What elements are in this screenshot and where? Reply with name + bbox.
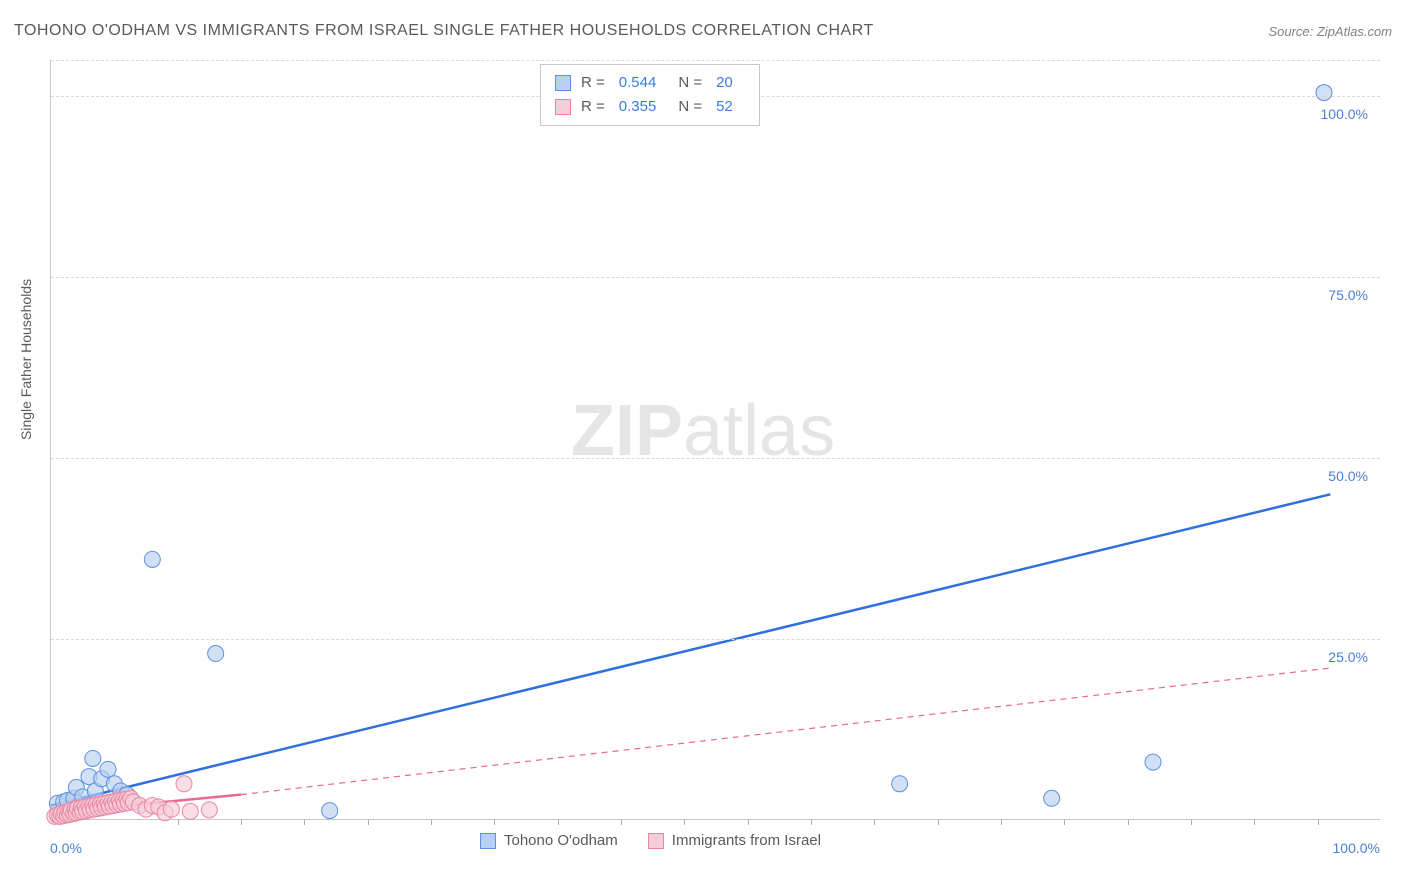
legend-swatch bbox=[480, 833, 496, 849]
x-tick bbox=[811, 819, 812, 825]
y-tick-label: 75.0% bbox=[1328, 287, 1368, 303]
chart-title: TOHONO O'ODHAM VS IMMIGRANTS FROM ISRAEL… bbox=[14, 22, 874, 40]
series-legend-item: Tohono O'odham bbox=[480, 832, 618, 849]
x-tick bbox=[938, 819, 939, 825]
x-tick bbox=[1254, 819, 1255, 825]
x-tick bbox=[494, 819, 495, 825]
legend-swatch bbox=[555, 99, 571, 115]
gridline bbox=[51, 639, 1380, 640]
x-tick bbox=[1128, 819, 1129, 825]
gridline bbox=[51, 277, 1380, 278]
series-legend: Tohono O'odham Immigrants from Israel bbox=[480, 832, 821, 849]
stats-legend: R =0.544N =20R =0.355N =52 bbox=[540, 64, 760, 126]
x-tick bbox=[621, 819, 622, 825]
series-legend-item: Immigrants from Israel bbox=[648, 832, 821, 849]
chart-svg bbox=[51, 60, 1380, 819]
x-tick bbox=[1318, 819, 1319, 825]
x-tick bbox=[748, 819, 749, 825]
x-tick bbox=[178, 819, 179, 825]
x-tick bbox=[1191, 819, 1192, 825]
x-tick bbox=[1001, 819, 1002, 825]
y-tick-label: 25.0% bbox=[1328, 649, 1368, 665]
x-tick bbox=[304, 819, 305, 825]
scatter-plot: ZIPatlas 25.0%50.0%75.0%100.0% bbox=[50, 60, 1380, 820]
x-tick bbox=[874, 819, 875, 825]
gridline bbox=[51, 458, 1380, 459]
y-tick-label: 100.0% bbox=[1321, 106, 1368, 122]
x-min-label: 0.0% bbox=[50, 840, 82, 856]
gridline bbox=[51, 60, 1380, 61]
x-tick bbox=[558, 819, 559, 825]
x-tick bbox=[368, 819, 369, 825]
stats-legend-row: R =0.355N =52 bbox=[555, 95, 745, 119]
x-tick bbox=[241, 819, 242, 825]
source-attribution: Source: ZipAtlas.com bbox=[1268, 24, 1392, 39]
legend-swatch bbox=[648, 833, 664, 849]
stats-legend-row: R =0.544N =20 bbox=[555, 71, 745, 95]
y-axis-label: Single Father Households bbox=[18, 279, 34, 440]
x-tick bbox=[1064, 819, 1065, 825]
x-max-label: 100.0% bbox=[1333, 840, 1380, 856]
x-tick bbox=[684, 819, 685, 825]
y-tick-label: 50.0% bbox=[1328, 468, 1368, 484]
x-tick bbox=[431, 819, 432, 825]
legend-swatch bbox=[555, 75, 571, 91]
